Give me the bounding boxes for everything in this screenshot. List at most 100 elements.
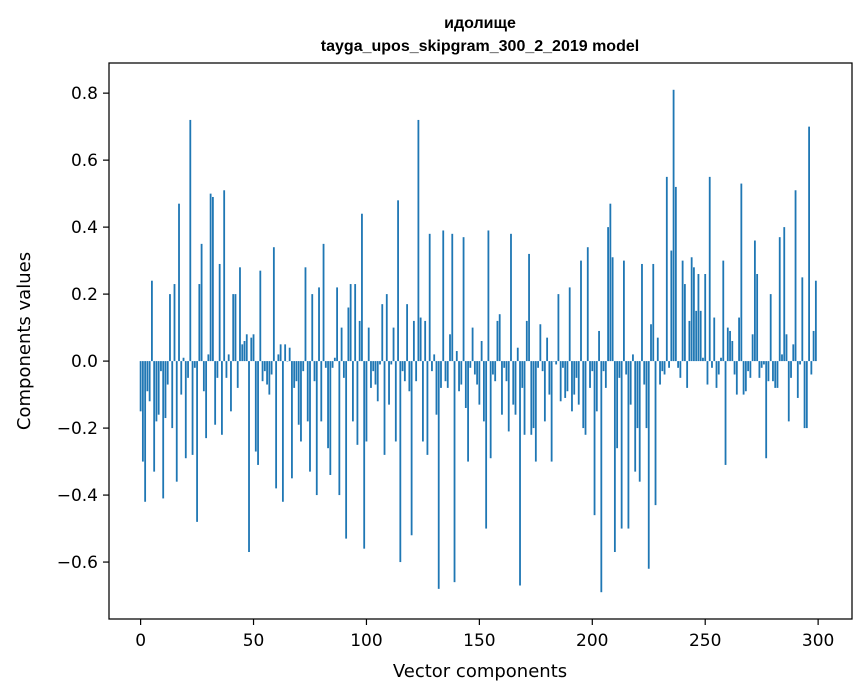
bar-145 [467, 361, 469, 462]
bar-251 [706, 361, 709, 385]
bar-213 [620, 361, 623, 529]
bar-218 [632, 354, 634, 362]
bar-245 [693, 267, 695, 362]
bar-35 [218, 263, 221, 362]
x-axis-ticks: 0 50 100 150 200 250 300 [135, 619, 834, 651]
bar-267 [742, 361, 745, 395]
bar-208 [609, 203, 612, 362]
bar-280 [772, 361, 774, 382]
bar-0 [139, 361, 142, 412]
bar-73 [304, 267, 307, 362]
bar-165 [512, 361, 515, 405]
bar-12 [166, 361, 169, 385]
bar-230 [659, 361, 661, 385]
bar-247 [697, 274, 700, 362]
bar-77 [313, 361, 316, 382]
bar-241 [683, 284, 686, 362]
bar-159 [498, 314, 501, 362]
bar-276 [763, 361, 765, 365]
bar-249 [702, 357, 704, 362]
bar-48 [248, 361, 250, 553]
bar-291 [796, 361, 799, 398]
y-axis-ticks: −0.6 −0.4 −0.2 0.0 0.2 0.4 0.6 0.8 [57, 84, 109, 573]
bar-273 [756, 274, 759, 362]
bar-295 [805, 361, 808, 429]
bar-87 [336, 287, 338, 362]
bar-41 [232, 294, 235, 362]
bar-80 [320, 361, 323, 422]
bar-160 [501, 361, 503, 415]
bar-104 [374, 361, 377, 385]
bar-287 [787, 361, 790, 422]
bar-84 [329, 361, 332, 475]
bar-169 [521, 361, 524, 388]
bar-181 [548, 361, 551, 395]
bar-121 [412, 320, 415, 362]
bar-229 [656, 337, 659, 362]
bar-220 [636, 361, 639, 429]
bar-269 [747, 361, 750, 372]
bar-299 [814, 280, 817, 362]
bar-14 [171, 361, 174, 429]
x-tick-label: 250 [689, 631, 721, 651]
bar-134 [442, 230, 445, 362]
bar-132 [437, 361, 440, 589]
bar-188 [564, 361, 567, 398]
bar-111 [390, 361, 393, 365]
bar-240 [681, 260, 684, 362]
bar-179 [543, 361, 546, 422]
bar-63 [281, 361, 284, 502]
x-tick-label: 150 [463, 631, 495, 651]
bar-58 [270, 361, 273, 375]
bar-113 [394, 361, 397, 442]
bar-127 [426, 361, 429, 455]
bar-265 [738, 317, 740, 362]
x-axis-label: Vector components [393, 661, 567, 682]
bar-55 [263, 361, 266, 372]
bar-17 [178, 203, 180, 362]
bar-172 [528, 253, 530, 362]
bar-98 [361, 213, 363, 362]
bar-171 [525, 320, 528, 362]
bar-25 [196, 361, 198, 522]
y-tick-label: 0.0 [71, 352, 98, 372]
bar-236 [672, 89, 675, 362]
bar-222 [641, 263, 643, 362]
bar-128 [428, 233, 431, 362]
bar-210 [613, 361, 616, 553]
bar-95 [354, 284, 357, 362]
bar-82 [324, 361, 327, 368]
bar-37 [223, 190, 226, 362]
bar-39 [227, 354, 230, 362]
bar-268 [744, 361, 747, 392]
bar-96 [356, 361, 359, 445]
bar-261 [729, 330, 731, 362]
bar-243 [688, 320, 691, 362]
bar-89 [340, 327, 343, 362]
y-tick-label: 0.8 [71, 84, 98, 104]
bar-116 [401, 361, 404, 372]
bar-264 [735, 361, 738, 395]
bar-70 [297, 361, 300, 425]
bar-130 [433, 354, 436, 362]
bar-161 [503, 361, 506, 368]
bar-21 [187, 361, 189, 378]
bar-81 [322, 243, 325, 362]
bar-71 [300, 361, 302, 442]
bar-90 [342, 361, 345, 378]
bar-189 [566, 361, 569, 392]
bar-106 [379, 361, 381, 365]
bar-36 [221, 361, 223, 435]
bar-49 [250, 337, 253, 362]
bar-60 [275, 361, 278, 489]
bar-256 [717, 361, 720, 375]
bar-1 [141, 361, 144, 462]
bar-7 [155, 361, 158, 422]
bar-68 [293, 361, 296, 388]
bar-18 [180, 361, 183, 395]
x-tick-label: 0 [135, 631, 146, 651]
bar-125 [422, 361, 424, 442]
y-axis-label: Components values [14, 252, 35, 430]
bar-178 [541, 361, 544, 372]
